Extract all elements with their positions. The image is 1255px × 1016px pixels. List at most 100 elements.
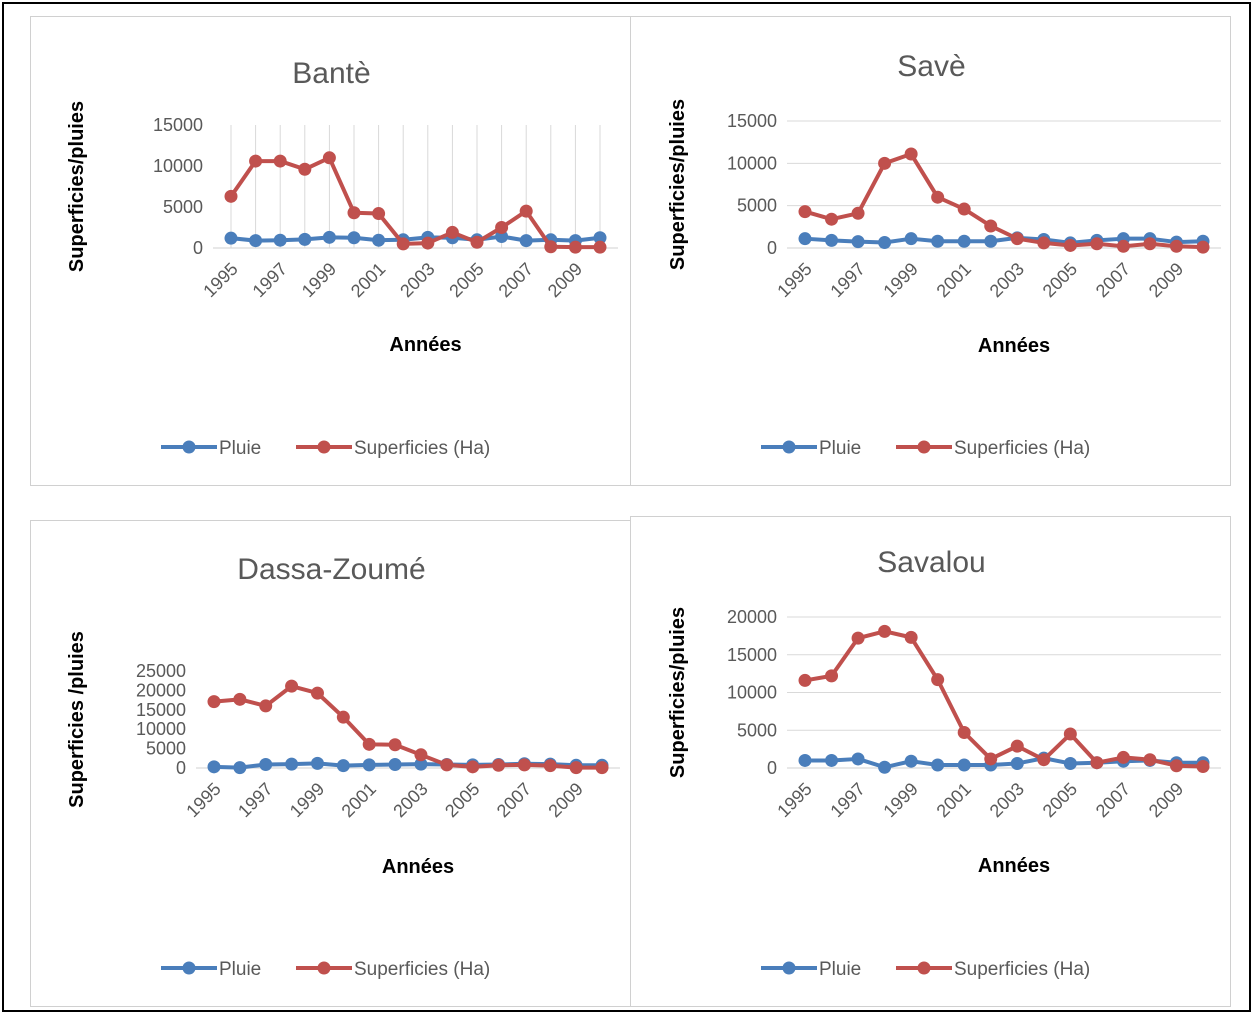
chart-savalou: Savalou 0 5000 10000 15000 20000 1995 1997 1999 2… (667, 546, 1221, 980)
data-point-superficies (362, 737, 376, 751)
series-line-superficies (803, 152, 1205, 250)
y-axis-label: Superficies/pluies (667, 99, 689, 270)
data-point-pluie (878, 235, 892, 249)
y-tick-label: 15000 (153, 115, 203, 135)
data-point-superficies (851, 206, 865, 220)
data-point-superficies (904, 630, 918, 644)
data-point-pluie (298, 232, 312, 246)
data-point-pluie (285, 757, 299, 771)
legend-label: Superficies (Ha) (954, 959, 1090, 980)
data-point-superficies (878, 156, 892, 170)
data-point-superficies (421, 236, 435, 250)
data-point-superficies (1196, 240, 1210, 254)
y-tick-label: 10000 (727, 153, 777, 173)
data-point-superficies (388, 738, 402, 752)
y-tick-label: 0 (767, 238, 777, 258)
data-point-superficies (310, 686, 324, 700)
chart-save: Savè 0 5000 10000 15000 1995 1997 1999 2001 2003 2… (667, 50, 1221, 459)
data-point-superficies (414, 748, 428, 762)
legend-label: Superficies (Ha) (954, 438, 1090, 459)
data-point-superficies (931, 673, 945, 687)
series-line-superficies (229, 155, 602, 250)
x-tick-label: 1999 (880, 779, 922, 821)
chart-title: Savè (897, 50, 965, 83)
x-tick-label: 2001 (933, 779, 975, 821)
data-point-superficies (396, 237, 410, 251)
legend-label: Pluie (819, 959, 861, 980)
y-tick-label: 0 (176, 758, 186, 778)
x-tick-label: 2003 (986, 259, 1028, 301)
legend-marker-superficies (317, 961, 331, 975)
x-tick-label: 1999 (286, 779, 328, 821)
data-point-superficies (470, 235, 484, 249)
data-point-superficies (207, 695, 221, 709)
data-point-superficies (322, 151, 336, 165)
data-point-pluie (931, 234, 945, 248)
x-tick-label: 2001 (338, 779, 380, 821)
legend-marker-pluie (182, 961, 196, 975)
data-point-pluie (362, 758, 376, 772)
y-tick-label: 20000 (727, 607, 777, 627)
data-point-pluie (904, 754, 918, 768)
data-point-superficies (904, 147, 918, 161)
data-point-superficies (273, 154, 287, 168)
x-tick-label: 1995 (199, 259, 241, 301)
data-point-superficies (1143, 753, 1157, 767)
legend-marker-superficies (917, 961, 931, 975)
data-point-superficies (1196, 759, 1210, 773)
x-axis-label: Années (978, 335, 1050, 357)
legend-marker-pluie (782, 440, 796, 454)
data-point-pluie (825, 753, 839, 767)
chart-panel-savalou: Savalou 0 5000 10000 15000 20000 1995 1997 1999 2… (630, 516, 1231, 1007)
data-point-superficies (957, 726, 971, 740)
data-point-pluie (984, 234, 998, 248)
legend-label: Superficies (Ha) (354, 959, 490, 980)
chart-bante: Bantè 0 5000 10000 15000 1995 1997 1999 2001 2003… (66, 57, 618, 459)
data-point-pluie (372, 233, 386, 247)
y-axis-label: Superficies/pluies (66, 101, 88, 272)
series-line-pluie (229, 234, 602, 243)
data-point-pluie (273, 233, 287, 247)
series-line-pluie (803, 235, 1205, 245)
y-axis-label: Superficies /pluies (66, 631, 88, 808)
y-tick-label: 5000 (163, 197, 203, 217)
data-point-pluie (593, 231, 607, 245)
data-point-superficies (285, 679, 299, 693)
data-point-superficies (249, 154, 263, 168)
y-tick-label: 10000 (727, 683, 777, 703)
y-tick-label: 5000 (737, 196, 777, 216)
data-point-superficies (495, 221, 509, 234)
series-line-superficies (212, 684, 604, 770)
legend-label: Pluie (819, 438, 861, 459)
series-line-pluie (803, 756, 1205, 770)
y-tick-label: 20000 (136, 680, 186, 700)
data-point-pluie (1010, 756, 1024, 770)
data-point-pluie (904, 232, 918, 246)
data-point-pluie (851, 752, 865, 766)
x-tick-label: 2001 (933, 259, 975, 301)
data-point-superficies (593, 240, 607, 254)
data-point-superficies (1116, 239, 1130, 253)
legend-marker-superficies (917, 440, 931, 454)
data-point-superficies (1169, 759, 1183, 773)
data-point-superficies (466, 760, 480, 774)
data-point-pluie (310, 756, 324, 770)
data-point-superficies (1116, 750, 1130, 764)
x-tick-label: 2007 (1092, 779, 1134, 821)
x-tick-label: 1997 (249, 259, 291, 301)
y-tick-label: 10000 (136, 719, 186, 739)
y-tick-label: 25000 (136, 661, 186, 681)
data-point-superficies (1037, 236, 1051, 250)
data-point-pluie (825, 233, 839, 247)
series-line-superficies (803, 629, 1205, 769)
x-tick-label: 2005 (441, 779, 483, 821)
data-point-pluie (336, 759, 350, 773)
x-tick-label: 1997 (826, 259, 868, 301)
data-point-superficies (825, 669, 839, 683)
data-point-superficies (233, 692, 247, 706)
legend-label: Pluie (219, 959, 261, 980)
data-point-pluie (259, 758, 273, 772)
data-point-superficies (595, 761, 609, 775)
data-point-pluie (519, 234, 533, 248)
